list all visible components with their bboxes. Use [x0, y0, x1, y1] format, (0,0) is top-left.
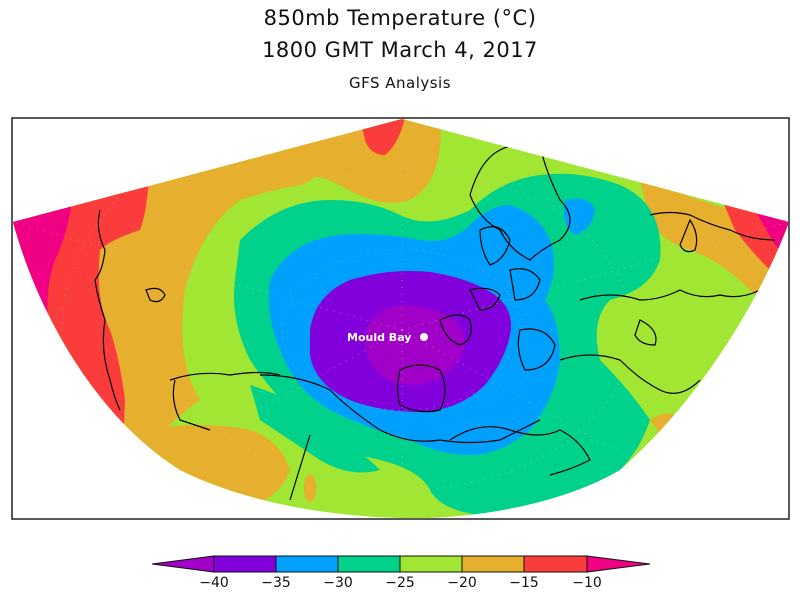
mould-bay-label: Mould Bay	[347, 331, 411, 344]
chart-datetime: 1800 GMT March 4, 2017	[262, 38, 538, 62]
colorbar-tick-minus10: −10	[572, 575, 602, 591]
mould-bay-marker	[420, 333, 428, 341]
coastlines	[94, 142, 776, 501]
colorbar	[151, 555, 651, 573]
colorbar-tick-minus40: −40	[199, 575, 229, 591]
colorbar-tick-minus20: −20	[447, 575, 477, 591]
colorbar-tick-minus25: −25	[385, 575, 415, 591]
colorbar-tick-minus15: −15	[509, 575, 539, 591]
chart-source: GFS Analysis	[348, 74, 452, 92]
colorbar-tick-minus30: −30	[323, 575, 353, 591]
colorbar-tick-minus35: −35	[261, 575, 291, 591]
chart-title: 850mb Temperature (°C)	[263, 6, 537, 30]
